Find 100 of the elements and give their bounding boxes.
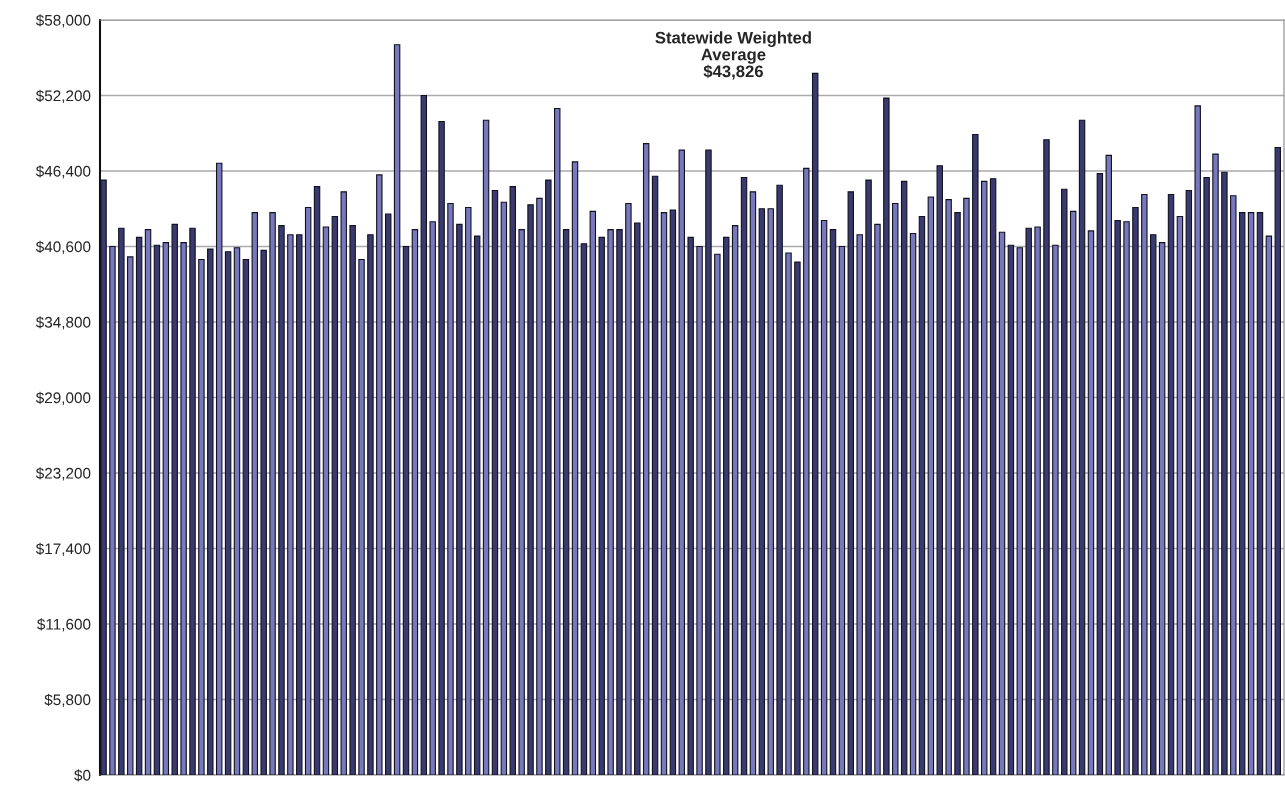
bar	[785, 252, 792, 775]
bar	[420, 94, 428, 775]
bar	[723, 236, 730, 775]
bar	[856, 234, 863, 775]
bar	[447, 202, 454, 775]
bar	[393, 44, 401, 775]
bar	[749, 191, 757, 775]
bar	[438, 120, 445, 775]
bar	[642, 143, 650, 775]
bar	[571, 161, 579, 775]
bar	[358, 258, 365, 775]
bar	[1203, 176, 1210, 775]
bar	[491, 189, 499, 775]
bar	[367, 234, 374, 775]
y-tick-label: $5,800	[44, 693, 91, 707]
bar	[909, 232, 917, 775]
bar	[936, 165, 943, 775]
bar	[918, 216, 926, 775]
bar	[616, 229, 623, 775]
bar	[545, 179, 552, 775]
bar	[1078, 119, 1086, 775]
bar	[660, 212, 668, 775]
bar	[144, 229, 152, 775]
bar	[224, 251, 232, 775]
bar	[1167, 193, 1175, 775]
bar	[260, 249, 267, 775]
bar	[945, 199, 952, 775]
bar	[554, 107, 561, 775]
bar	[500, 201, 508, 775]
bar	[198, 258, 205, 775]
bar	[998, 231, 1006, 775]
y-tick-label: $40,600	[35, 240, 91, 254]
bar	[696, 245, 703, 775]
bar	[109, 245, 116, 775]
y-tick-label: $34,800	[35, 316, 91, 330]
bar	[1141, 193, 1148, 775]
bar	[669, 209, 677, 775]
bar	[376, 174, 383, 775]
bar	[714, 253, 721, 775]
bar	[687, 236, 694, 775]
bar	[287, 234, 294, 775]
bar	[1034, 226, 1041, 775]
bar	[705, 149, 712, 775]
bar	[153, 244, 161, 775]
bar	[598, 236, 605, 775]
bar	[634, 222, 641, 775]
bar	[304, 206, 312, 775]
y-tick-label: $52,200	[35, 89, 91, 103]
bar	[251, 212, 259, 775]
bar	[607, 229, 614, 775]
bar	[1052, 244, 1059, 775]
bar	[189, 227, 196, 775]
y-tick-label: $0	[74, 769, 91, 782]
y-tick-label: $11,600	[37, 618, 91, 632]
bar	[1256, 212, 1264, 775]
bar	[580, 243, 588, 775]
bar	[651, 175, 659, 775]
bar	[1105, 154, 1112, 775]
bar	[1265, 235, 1273, 775]
bar	[1025, 227, 1032, 775]
bar	[340, 191, 347, 775]
y-tick-label: $23,200	[35, 467, 91, 481]
bar	[865, 179, 872, 775]
bar	[1238, 212, 1246, 775]
annotation: Statewide Weighted Average $43,826	[655, 31, 811, 80]
bar	[402, 245, 410, 775]
bar	[1176, 216, 1184, 775]
bar	[456, 223, 463, 775]
y-tick-label: $17,400	[35, 542, 91, 556]
y-tick-label: $58,000	[35, 14, 91, 28]
bar	[883, 97, 890, 775]
bar	[1212, 153, 1219, 775]
bar	[278, 225, 285, 775]
bar	[900, 180, 908, 775]
bar	[527, 204, 534, 775]
bar	[1069, 210, 1077, 775]
bar	[776, 184, 783, 775]
bar	[100, 179, 107, 775]
bar	[482, 119, 490, 775]
bar	[1043, 139, 1050, 775]
bar	[162, 242, 170, 775]
bar	[803, 167, 810, 775]
bar	[1123, 221, 1130, 775]
bar	[207, 248, 214, 775]
bar	[927, 196, 935, 775]
bar	[972, 133, 979, 775]
bar	[758, 208, 766, 775]
bar	[127, 256, 134, 775]
bar	[1061, 188, 1068, 775]
bar	[838, 245, 846, 775]
bar	[794, 261, 801, 775]
bar	[215, 162, 223, 775]
bar	[180, 242, 187, 775]
bar	[349, 225, 356, 775]
y-tick-label: $46,400	[35, 165, 91, 179]
bar	[980, 180, 988, 775]
bar	[269, 212, 276, 775]
bar	[322, 226, 330, 775]
bar	[1274, 147, 1281, 775]
bar	[874, 223, 881, 775]
